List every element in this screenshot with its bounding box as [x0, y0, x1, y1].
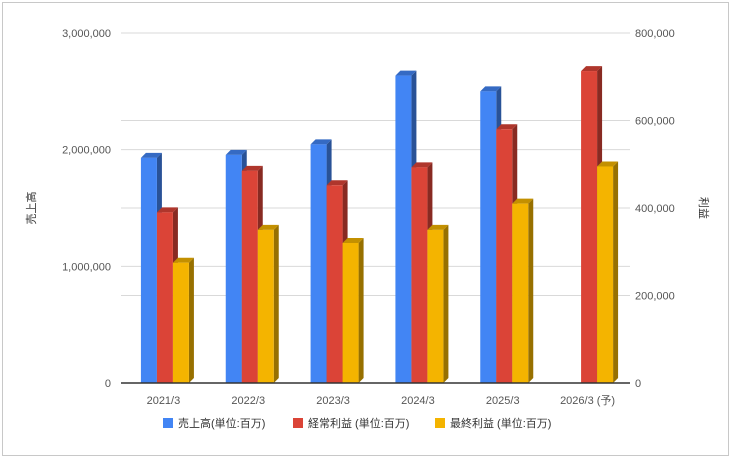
right-axis-title: 利益	[697, 197, 711, 219]
x-tick-label: 2021/3	[147, 395, 181, 407]
bar-front	[241, 170, 258, 383]
legend-item: 経常利益 (単位:百万)	[293, 416, 409, 430]
chart-container: 0 1,000,000 2,000,000 3,000,000 0 200,000 400,…	[2, 2, 729, 456]
bar-front	[225, 154, 242, 383]
legend-label: 最終利益 (単位:百万)	[450, 416, 551, 430]
legend-swatch	[163, 418, 173, 428]
bar-top	[480, 86, 502, 92]
bar-side	[528, 198, 534, 383]
bar-front	[581, 71, 598, 383]
legend-swatch	[435, 418, 445, 428]
bar-top	[172, 257, 194, 263]
x-tick-label: 2025/3	[486, 395, 520, 407]
x-tick-label: 2026/3 (予)	[560, 394, 615, 407]
bar-front	[427, 229, 444, 383]
left-axis-title: 売上高	[24, 192, 38, 225]
bar-front	[496, 129, 513, 383]
bar-front	[156, 212, 173, 383]
bar-front	[140, 157, 157, 383]
right-tick-label: 400,000	[635, 203, 675, 215]
bar-side	[613, 161, 619, 383]
bar-front	[172, 262, 189, 383]
legend: 売上高(単位:百万) 経常利益 (単位:百万) 最終利益 (単位:百万)	[163, 416, 551, 430]
legend-item: 売上高(単位:百万)	[163, 416, 265, 430]
bar-top	[342, 238, 364, 243]
bar-side	[358, 238, 364, 383]
bar-top	[326, 180, 348, 186]
bar-front	[310, 144, 327, 383]
bar-top	[225, 149, 247, 155]
bar-top	[310, 139, 332, 145]
bar	[342, 238, 364, 383]
bar-front	[326, 185, 343, 383]
bar-top	[395, 70, 417, 76]
legend-label: 売上高(単位:百万)	[178, 416, 265, 430]
bar-side	[188, 257, 194, 383]
bar	[597, 161, 619, 383]
bar-side	[443, 224, 449, 383]
legend-swatch	[293, 418, 303, 428]
left-tick-label: 0	[105, 378, 111, 390]
bar-front	[257, 229, 274, 383]
bar-top	[156, 207, 178, 213]
left-tick-label: 3,000,000	[62, 28, 111, 40]
bar-top	[140, 152, 162, 158]
gridlines	[121, 32, 630, 296]
bar	[427, 224, 449, 383]
bar-top	[411, 162, 433, 168]
bar	[172, 257, 194, 383]
bar-series	[140, 66, 619, 383]
bar-top	[496, 124, 518, 130]
bar-top	[427, 224, 449, 230]
axes: 0 1,000,000 2,000,000 3,000,000 0 200,000 400,…	[62, 28, 675, 407]
right-tick-label: 800,000	[635, 28, 675, 40]
x-tick-label: 2023/3	[316, 395, 350, 407]
bar-top	[512, 198, 534, 204]
bar	[257, 224, 279, 383]
bar	[512, 198, 534, 383]
bar-top	[597, 161, 619, 167]
x-tick-label: 2022/3	[231, 395, 265, 407]
x-tick-label: 2024/3	[401, 395, 435, 407]
bar-front	[411, 167, 428, 383]
bar-top	[241, 165, 263, 171]
bar-front	[480, 91, 497, 383]
legend-item: 最終利益 (単位:百万)	[435, 416, 551, 430]
bar-chart: 0 1,000,000 2,000,000 3,000,000 0 200,000 400,…	[24, 28, 711, 430]
bar-front	[342, 243, 359, 383]
bar-front	[597, 166, 614, 383]
left-tick-label: 2,000,000	[62, 145, 111, 157]
bar-front	[395, 75, 412, 383]
left-tick-label: 1,000,000	[62, 261, 111, 273]
right-tick-label: 0	[635, 378, 641, 390]
bar-top	[257, 224, 279, 230]
bar-top	[581, 66, 603, 72]
right-tick-label: 600,000	[635, 116, 675, 128]
bar-side	[273, 224, 279, 383]
legend-label: 経常利益 (単位:百万)	[308, 416, 409, 430]
right-tick-label: 200,000	[635, 291, 675, 303]
bar-front	[512, 203, 529, 383]
